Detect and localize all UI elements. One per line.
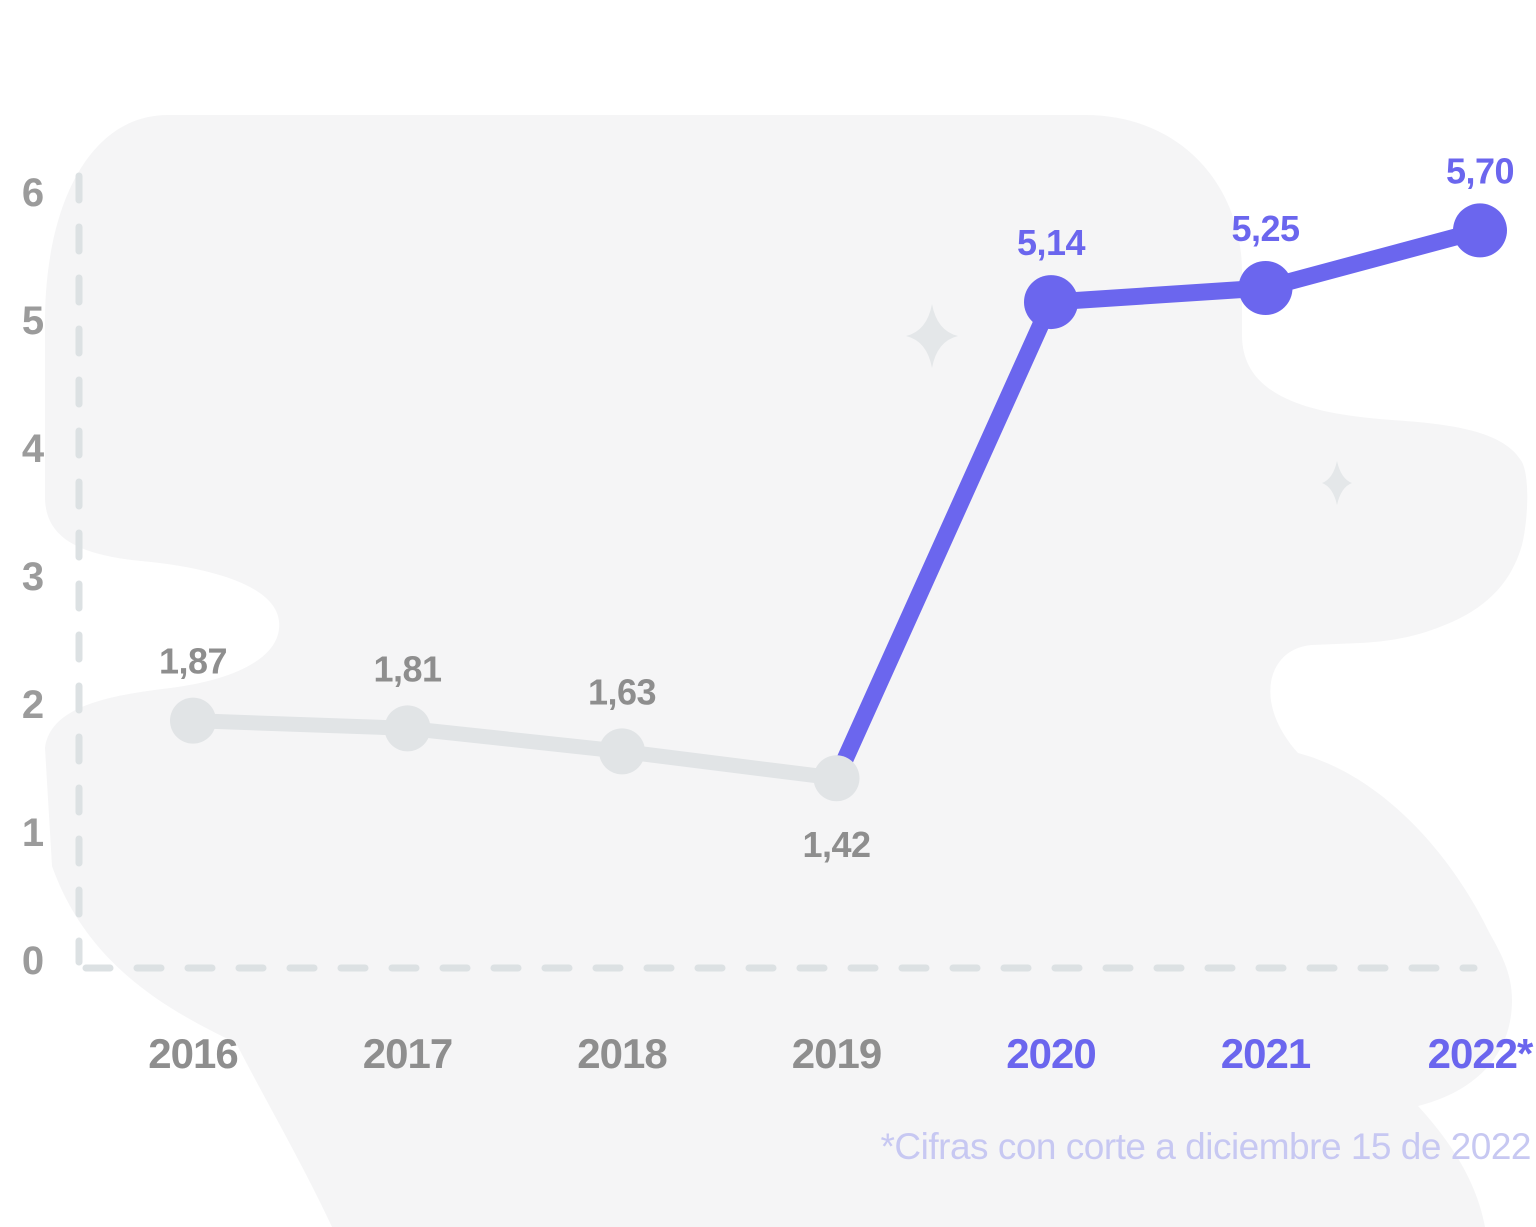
data-point-2022*	[1453, 203, 1507, 258]
data-point-2021	[1238, 261, 1293, 315]
x-axis-label-2019: 2019	[792, 1030, 881, 1077]
series-line-historical	[185, 713, 844, 786]
x-axis-label-2020: 2020	[1006, 1030, 1095, 1077]
y-axis-tick-5: 5	[22, 299, 44, 343]
x-axis-label-2022-est: 2022*	[1428, 1030, 1534, 1077]
data-point-label-2018: 1,63	[588, 671, 656, 712]
series-dots	[170, 203, 1507, 802]
data-point-2020	[1024, 275, 1078, 330]
data-point-label-2016: 1,87	[159, 641, 227, 682]
series-lines	[185, 221, 1489, 787]
point-labels: 1,87 1,81 1,63 1,42 5,14 5,25 5,70	[159, 150, 1515, 865]
sparkle-icon	[906, 304, 958, 368]
data-point-2018	[599, 728, 645, 775]
y-axis-tick-6: 6	[22, 171, 44, 215]
x-axis-label-2018: 2018	[577, 1030, 667, 1077]
data-point-2019	[813, 755, 860, 802]
y-axis-tick-1: 1	[22, 811, 44, 855]
y-axis-tick-2: 2	[22, 683, 44, 727]
data-point-label-2020: 5,14	[1017, 222, 1086, 263]
x-axis-labels: 2016 2017 2018 2019 2020 2021 2022*	[148, 1030, 1535, 1077]
data-point-label-2017: 1,81	[373, 648, 442, 689]
x-axis-label-2017: 2017	[363, 1030, 452, 1077]
footnote: *Cifras con corte a diciembre 15 de 2022	[881, 1126, 1531, 1167]
sparkle-icon	[1322, 461, 1352, 505]
y-axis-labels: 0 1 2 3 4 5 6	[22, 171, 45, 983]
x-axis-label-2016: 2016	[148, 1030, 237, 1077]
y-axis-tick-4: 4	[22, 427, 45, 471]
background-blob	[45, 115, 1528, 1227]
y-axis-tick-0: 0	[22, 939, 44, 983]
data-point-label-2021: 5,25	[1231, 208, 1300, 249]
y-axis-tick-3: 3	[22, 555, 44, 599]
data-point-2017	[384, 705, 431, 752]
x-axis-label-2021: 2021	[1221, 1030, 1311, 1077]
series-line-highlighted	[828, 221, 1489, 787]
data-point-label-2019: 1,42	[802, 824, 870, 865]
data-point-2016	[170, 697, 216, 744]
data-point-label-2022*: 5,70	[1446, 150, 1514, 191]
